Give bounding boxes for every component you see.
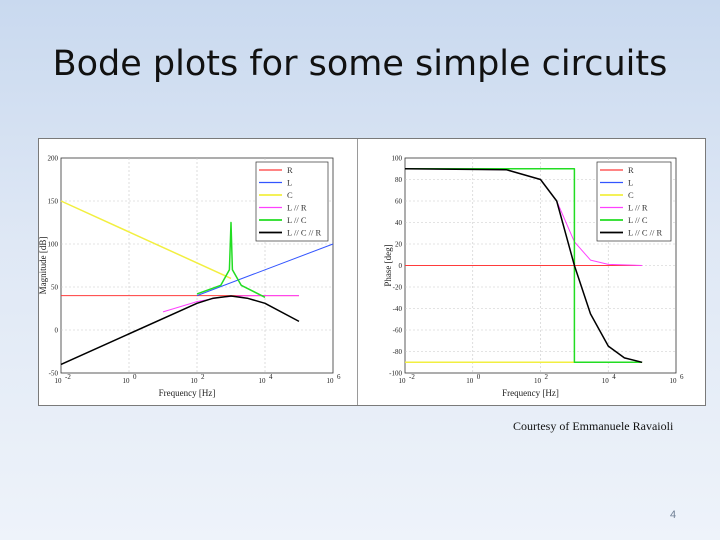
legend-label: R: [628, 165, 634, 175]
x-tick-exponent: 2: [545, 373, 549, 381]
y-tick-label: -40: [393, 305, 403, 313]
legend-label: L // C: [628, 215, 648, 225]
x-axis-label: Frequency [Hz]: [159, 388, 216, 398]
y-tick-label: 150: [48, 198, 59, 206]
x-tick-exponent: 4: [269, 373, 273, 381]
y-tick-label: -60: [393, 327, 403, 335]
legend-box: [255, 161, 329, 242]
series-group: [60, 200, 334, 366]
y-tick-label: -100: [389, 370, 402, 378]
series-line-l: [196, 243, 334, 297]
x-tick-label: 10: [670, 377, 678, 385]
y-tick-label: 60: [395, 198, 403, 206]
legend-box: [596, 161, 672, 242]
x-tick-exponent: 4: [612, 373, 616, 381]
x-tick-exponent: 6: [680, 373, 684, 381]
page-number: 4: [670, 509, 677, 521]
y-tick-label: 100: [48, 241, 59, 249]
x-axis-label: Frequency [Hz]: [502, 388, 559, 398]
legend-label: L // C: [287, 215, 307, 225]
legend: RLC L // R L // C L // C // R: [596, 161, 672, 242]
x-tick-exponent: 2: [201, 373, 205, 381]
y-tick-label: 80: [395, 176, 403, 184]
legend-label: C: [287, 190, 293, 200]
legend-label: R: [287, 165, 293, 175]
x-tick-exponent: 0: [133, 373, 137, 381]
x-tick-label: 10: [327, 377, 335, 385]
x-tick-label: 10: [466, 377, 474, 385]
magnitude-plot: 10 -2 10 0 10 2 10 4 10 6-50050100150200Frequency…: [39, 155, 341, 399]
series-line-l-c: [196, 221, 266, 298]
series-line-c: [60, 200, 232, 280]
y-tick-label: 0: [55, 327, 59, 335]
figure-divider: [357, 139, 358, 405]
series-line-l-c-r: [60, 295, 300, 366]
y-tick-label: 100: [392, 155, 403, 163]
x-tick-exponent: -2: [65, 373, 71, 381]
x-tick-label: 10: [399, 377, 407, 385]
y-tick-label: -20: [393, 284, 403, 292]
y-axis-label: Magnitude [dB]: [39, 237, 48, 295]
phase-plot: 10 -2 10 0 10 2 10 4 10 6-100-80-60-40-2002040608…: [383, 155, 684, 399]
series-line-l-c-r: [404, 168, 643, 364]
legend-label: L // C // R: [628, 228, 662, 238]
slide-title: Bode plots for some simple circuits: [52, 44, 668, 84]
x-tick-exponent: 6: [337, 373, 341, 381]
y-tick-label: 0: [399, 262, 403, 270]
x-tick-label: 10: [191, 377, 199, 385]
y-tick-label: 50: [51, 284, 59, 292]
legend-label: L: [287, 178, 292, 188]
legend-label: L: [628, 178, 633, 188]
x-tick-label: 10: [123, 377, 131, 385]
y-axis-label: Phase [deg]: [383, 244, 393, 286]
y-tick-label: -50: [49, 370, 59, 378]
y-tick-label: 200: [48, 155, 59, 163]
legend: RLC L // R L // C L // C // R: [255, 161, 329, 242]
legend-label: L // C // R: [287, 228, 321, 238]
y-tick-label: 40: [395, 219, 403, 227]
x-tick-label: 10: [55, 377, 63, 385]
x-tick-exponent: -2: [409, 373, 415, 381]
y-tick-label: 20: [395, 241, 403, 249]
series-group: [404, 168, 643, 364]
legend-label: L // R: [628, 203, 648, 213]
y-tick-label: -80: [393, 348, 403, 356]
legend-label: L // R: [287, 203, 307, 213]
legend-label: C: [628, 190, 634, 200]
bode-figure: 10 -2 10 0 10 2 10 4 10 6 -50 0 50 100 150 200 Frequency…: [38, 138, 706, 406]
credit-text: Courtesy of Emmanuele Ravaioli: [513, 419, 674, 433]
x-tick-exponent: 0: [477, 373, 481, 381]
x-tick-label: 10: [534, 377, 542, 385]
x-tick-label: 10: [602, 377, 610, 385]
x-tick-label: 10: [259, 377, 267, 385]
